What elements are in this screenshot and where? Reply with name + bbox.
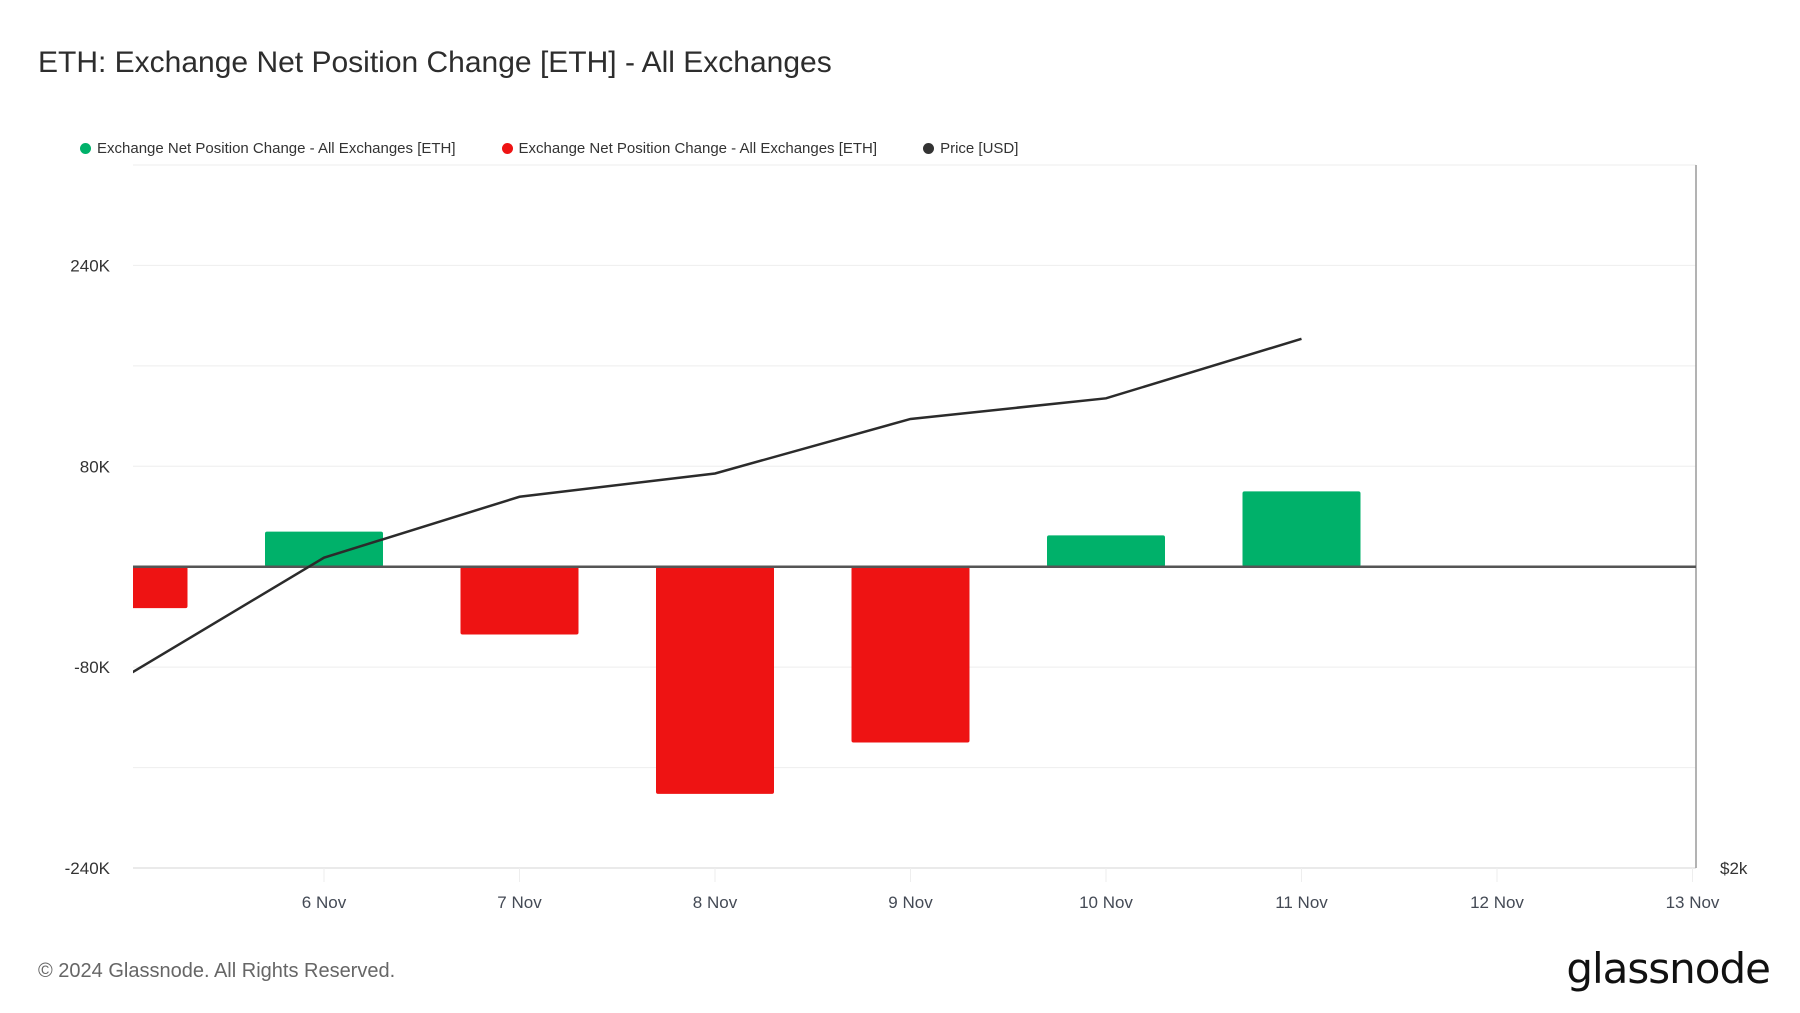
legend-label: Price [USD] <box>940 140 1019 157</box>
y-tick-label: -80K <box>74 658 111 677</box>
x-tick-label: 12 Nov <box>1470 893 1524 912</box>
bar-negative[interactable] <box>656 566 774 794</box>
legend: Exchange Net Position Change - All Excha… <box>80 140 1018 157</box>
right-axis-tick-label: $2k <box>1720 859 1748 878</box>
price-line[interactable] <box>129 337 1302 675</box>
x-tick-label: 6 Nov <box>302 893 347 912</box>
glassnode-logo: glassnode <box>1566 944 1771 993</box>
legend-item-inflow[interactable]: Exchange Net Position Change - All Excha… <box>80 140 456 157</box>
bar-positive[interactable] <box>265 531 383 567</box>
x-tick-label: 11 Nov <box>1275 893 1328 912</box>
red-dot-icon <box>501 143 513 154</box>
x-tick-label: 7 Nov <box>497 893 542 912</box>
legend-item-outflow[interactable]: Exchange Net Position Change - All Excha… <box>501 140 878 157</box>
y-tick-label: -240K <box>65 859 111 878</box>
x-tick-label: 13 Nov <box>1666 893 1720 912</box>
y-tick-label: 80K <box>80 457 111 476</box>
black-dot-icon <box>923 143 935 154</box>
legend-item-price[interactable]: Price [USD] <box>923 140 1018 157</box>
x-tick-label: 10 Nov <box>1079 893 1133 912</box>
legend-label: Exchange Net Position Change - All Excha… <box>97 140 456 157</box>
x-tick-label: 9 Nov <box>888 893 933 912</box>
bar-positive[interactable] <box>1242 491 1361 567</box>
x-tick-label: 8 Nov <box>693 893 738 912</box>
legend-label: Exchange Net Position Change - All Excha… <box>518 140 878 157</box>
copyright: © 2024 Glassnode. All Rights Reserved. <box>38 960 396 982</box>
bar-negative[interactable] <box>851 566 970 743</box>
green-dot-icon <box>80 143 91 154</box>
bar-positive[interactable] <box>1047 535 1165 567</box>
chart-title: ETH: Exchange Net Position Change [ETH] … <box>38 46 832 79</box>
bar-negative[interactable] <box>460 566 579 635</box>
y-tick-label: 240K <box>70 256 110 275</box>
bar-negative[interactable] <box>70 566 188 609</box>
